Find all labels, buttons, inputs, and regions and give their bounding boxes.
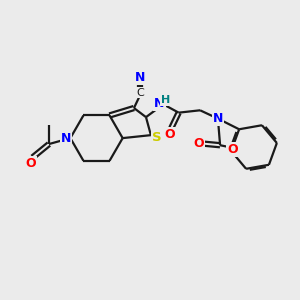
Text: S: S [152,131,162,144]
Text: N: N [61,132,71,145]
Text: N: N [135,71,145,84]
Text: H: H [161,95,170,105]
Text: N: N [154,97,164,110]
Text: O: O [164,128,175,141]
Text: N: N [213,112,223,125]
Text: O: O [227,142,238,155]
Text: O: O [26,157,36,170]
Text: C: C [136,88,144,98]
Text: O: O [194,137,204,150]
